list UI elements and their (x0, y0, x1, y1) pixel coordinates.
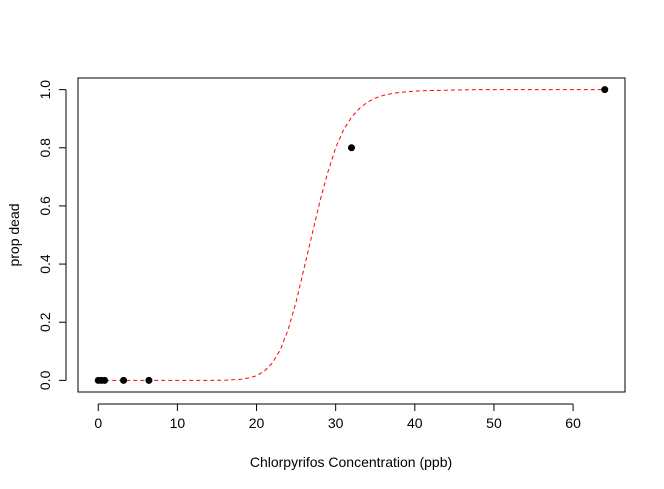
data-point (601, 86, 609, 94)
y-tick-label: 0.6 (37, 196, 53, 216)
x-tick-label: 50 (486, 415, 502, 431)
x-tick-label: 10 (170, 415, 186, 431)
plot-frame (77, 77, 626, 393)
y-axis: 0.0 0.2 0.4 0.6 0.8 1.0 (37, 80, 67, 390)
y-tick-label: 0.8 (37, 138, 53, 158)
x-axis-title: Chlorpyrifos Concentration (ppb) (250, 454, 452, 470)
y-tick-label: 0.2 (37, 312, 53, 332)
data-point (348, 144, 355, 152)
y-tick-label: 1.0 (37, 80, 53, 100)
x-tick-label: 0 (94, 415, 102, 431)
data-point (101, 376, 109, 384)
x-tick-label: 20 (249, 415, 265, 431)
x-axis: 0 10 20 30 40 50 60 (94, 403, 581, 431)
fitted-curve-line (98, 89, 605, 381)
series-layer (94, 86, 609, 384)
y-tick-label: 0.4 (37, 254, 53, 274)
y-tick-label: 0.0 (37, 370, 53, 390)
x-tick-label: 40 (407, 415, 423, 431)
data-point (145, 376, 153, 384)
data-point (120, 376, 128, 384)
y-axis-title: prop dead (6, 203, 22, 266)
x-tick-label: 60 (565, 415, 581, 431)
x-tick-label: 30 (328, 415, 344, 431)
